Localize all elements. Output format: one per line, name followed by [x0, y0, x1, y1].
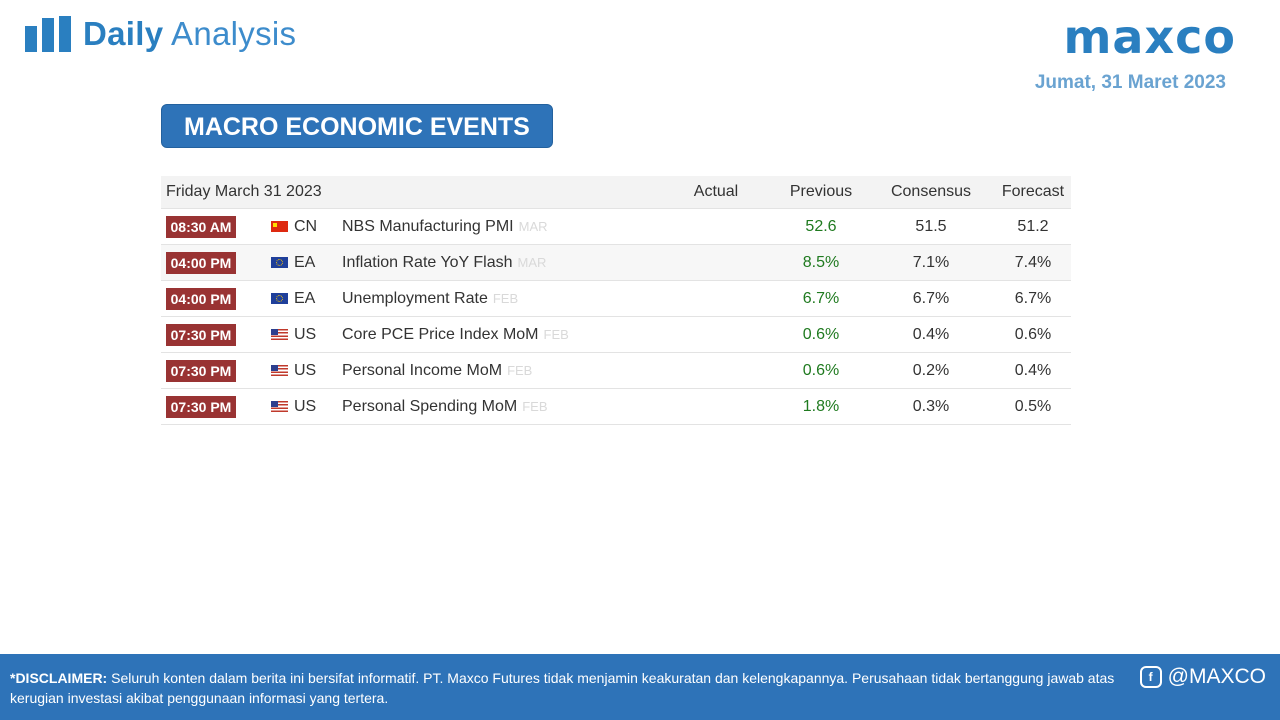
social-media-icon: f: [1139, 666, 1162, 688]
event-name[interactable]: Inflation Rate YoY Flash: [342, 253, 513, 271]
economic-calendar-table: Friday March 31 2023 Actual Previous Con…: [161, 176, 1071, 425]
country-code: EA: [294, 289, 316, 307]
report-date: Jumat, 31 Maret 2023: [1034, 72, 1226, 93]
previous-value: 0.6%: [802, 325, 840, 343]
event-name[interactable]: Personal Income MoM: [342, 361, 503, 379]
event-name[interactable]: NBS Manufacturing PMI: [342, 217, 514, 235]
consensus-value: 6.7%: [912, 289, 950, 307]
table-row: 04:00 PM EA Unemployment Rate FEB 6.7% 6.…: [161, 281, 1071, 317]
social-handle[interactable]: f @MAXCO: [1139, 665, 1266, 688]
forecast-value: 0.4%: [1014, 361, 1052, 379]
event-time: 07:30 PM: [166, 359, 236, 382]
country-code: US: [294, 397, 317, 415]
brand-title-light: Analysis: [171, 15, 297, 52]
brand-title: Daily Analysis: [83, 15, 296, 53]
event-reference: MAR: [517, 255, 547, 270]
forecast-column-header: Forecast: [1001, 183, 1065, 200]
social-handle-text: @MAXCO: [1167, 665, 1266, 688]
event-reference: FEB: [543, 327, 569, 342]
country-code: CN: [294, 217, 318, 235]
brand-header: Daily Analysis: [25, 14, 296, 54]
table-row: 07:30 PM US Core PCE Price Index MoM FEB …: [161, 317, 1071, 353]
previous-value: 0.6%: [802, 361, 840, 379]
disclaimer-label: *DISCLAIMER:: [10, 670, 108, 686]
previous-value: 52.6: [805, 217, 837, 235]
forecast-value: 0.5%: [1014, 397, 1052, 415]
disclaimer-footer: *DISCLAIMER: Seluruh konten dalam berita…: [0, 654, 1280, 720]
maxco-logo: maxco: [1063, 10, 1236, 64]
table-row: 07:30 PM US Personal Income MoM FEB 0.6% …: [161, 353, 1071, 389]
previous-column-header: Previous: [789, 183, 853, 200]
event-time: 04:00 PM: [166, 287, 236, 310]
date-header: Friday March 31 2023: [166, 183, 322, 200]
disclaimer: *DISCLAIMER: Seluruh konten dalam berita…: [10, 668, 1130, 708]
consensus-value: 0.4%: [912, 325, 950, 343]
table-header: Friday March 31 2023 Actual Previous Con…: [161, 176, 1071, 209]
actual-value: [671, 389, 761, 424]
event-reference: FEB: [522, 399, 548, 414]
cn-flag-icon: [271, 221, 288, 232]
event-name[interactable]: Unemployment Rate: [342, 289, 488, 307]
country-code: US: [294, 361, 317, 379]
ea-flag-icon: [271, 293, 288, 304]
country-code: US: [294, 325, 317, 343]
consensus-value: 51.5: [915, 217, 947, 235]
event-reference: MAR: [518, 219, 548, 234]
consensus-value: 0.3%: [912, 397, 950, 415]
actual-value: [671, 209, 761, 244]
disclaimer-text: Seluruh konten dalam berita ini bersifat…: [10, 670, 1115, 706]
event-time: 04:00 PM: [166, 251, 236, 274]
actual-value: [671, 245, 761, 280]
forecast-value: 6.7%: [1014, 289, 1052, 307]
event-time: 07:30 PM: [166, 323, 236, 346]
event-reference: FEB: [492, 291, 519, 306]
actual-value: [671, 353, 761, 388]
us-flag-icon: [271, 401, 288, 412]
event-time: 08:30 AM: [166, 215, 236, 238]
forecast-value: 0.6%: [1014, 325, 1052, 343]
bar-chart-icon: [25, 16, 71, 52]
event-name[interactable]: Core PCE Price Index MoM: [342, 325, 539, 343]
actual-column-header: Actual: [693, 183, 739, 200]
table-row: 08:30 AM CN NBS Manufacturing PMI MAR 52.…: [161, 209, 1071, 245]
country-code: EA: [294, 253, 316, 271]
previous-value: 8.5%: [802, 253, 840, 271]
actual-value: [671, 281, 761, 316]
us-flag-icon: [271, 329, 288, 340]
table-row: 04:00 PM EA Inflation Rate YoY Flash MAR …: [161, 245, 1071, 281]
consensus-value: 0.2%: [912, 361, 950, 379]
ea-flag-icon: [271, 257, 288, 268]
previous-value: 1.8%: [802, 397, 840, 415]
brand-title-bold: Daily: [83, 15, 164, 52]
table-row: 07:30 PM US Personal Spending MoM FEB 1.8…: [161, 389, 1071, 425]
event-time: 07:30 PM: [166, 395, 236, 418]
forecast-value: 51.2: [1017, 217, 1049, 235]
actual-value: [671, 317, 761, 352]
consensus-value: 7.1%: [912, 253, 950, 271]
section-title: MACRO ECONOMIC EVENTS: [161, 104, 553, 148]
consensus-column-header: Consensus: [890, 183, 972, 200]
event-reference: FEB: [507, 363, 533, 378]
event-name[interactable]: Personal Spending MoM: [342, 397, 518, 415]
previous-value: 6.7%: [802, 289, 840, 307]
forecast-value: 7.4%: [1014, 253, 1052, 271]
us-flag-icon: [271, 365, 288, 376]
